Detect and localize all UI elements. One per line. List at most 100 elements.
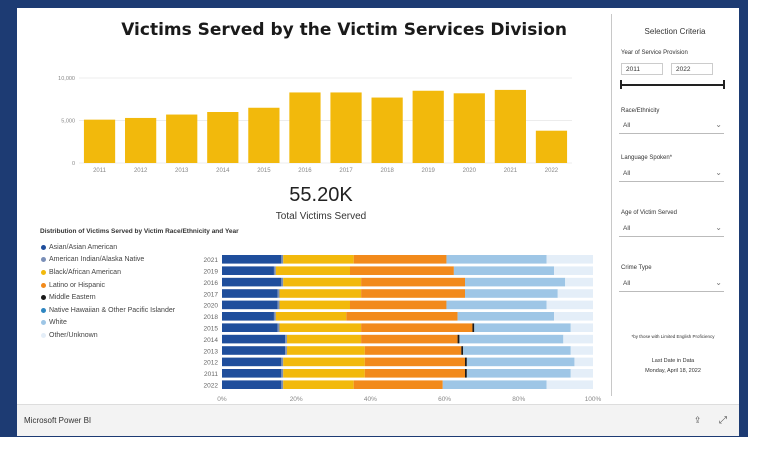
segment-2020 [546,300,593,310]
segment-2011 [281,369,284,378]
bar-2021 [494,89,526,163]
age-dropdown[interactable]: All ⌄ [619,222,724,237]
segment-2019 [273,266,276,275]
legend-item[interactable]: Native Hawaiian & Other Pacific Islander [41,304,175,317]
segment-2014 [286,334,362,344]
year-start-input[interactable]: 2011 [621,63,663,75]
segment-2022 [283,380,354,389]
legend-item[interactable]: Middle Eastern [41,291,175,304]
selection-criteria-title: Selection Criteria [644,27,706,36]
segment-2011 [465,369,467,378]
segment-2021 [222,255,282,264]
legend-item[interactable]: White [41,317,175,330]
legend-dot-icon [41,295,46,301]
x-tick-label: 2021 [504,168,518,174]
bar-2020 [453,93,485,163]
y-tick-label: 0 [72,161,75,167]
segment-2014 [361,334,458,344]
bar-2018 [371,97,403,163]
segment-2019 [222,266,274,275]
x-tick-label: 80% [512,396,525,403]
y-tick-label: 5,000 [61,119,75,125]
year-slider-track[interactable] [621,84,724,86]
last-date-label: Last Date in Data [651,358,695,364]
segment-2014 [459,334,564,344]
y-tick-label: 2021 [204,257,219,264]
segment-2021 [446,255,547,264]
segment-2016 [361,277,466,287]
legend-item[interactable]: Other/Unknown [41,329,175,342]
segment-2020 [222,300,278,310]
powerbi-brand-link[interactable]: Microsoft Power BI [24,416,92,425]
y-tick-label: 2020 [204,303,219,310]
bar-2022 [535,130,568,163]
segment-2016 [465,277,566,287]
age-filter-label: Age of Victim Served [621,210,677,216]
segment-2021 [546,255,593,264]
segment-2018 [275,312,347,321]
language-dropdown-value: All [623,170,631,177]
x-tick-label: 2013 [175,168,189,174]
legend-item[interactable]: Latino or Hispanic [41,279,175,292]
bar-2019 [412,90,444,163]
segment-2012 [465,357,467,367]
segment-2017 [557,289,593,298]
legend-label: Black/African American [49,268,121,276]
segment-2012 [364,357,466,367]
segment-2019 [349,266,454,275]
race-dropdown[interactable]: All ⌄ [619,119,724,134]
segment-2014 [563,334,593,344]
expand-icon[interactable]: ⤢ [719,415,727,426]
x-tick-label: 2017 [339,168,353,174]
y-tick-label: 2014 [204,337,219,344]
segment-2018 [273,312,276,321]
race-dropdown-value: All [623,122,631,129]
bar-2017 [330,92,362,163]
segment-2015 [222,323,278,332]
segment-2015 [474,323,571,332]
legend-label: Middle Eastern [49,294,96,302]
segment-2016 [222,277,282,287]
language-dropdown[interactable]: All ⌄ [619,167,724,182]
legend-dot-icon [41,269,46,275]
x-tick-label: 60% [438,396,451,403]
chevron-down-icon: ⌄ [715,223,722,232]
legend-item[interactable]: American Indian/Alaska Native [41,254,175,267]
year-slider-start-handle[interactable] [620,80,622,89]
x-tick-label: 2012 [134,168,148,174]
segment-2016 [281,277,284,287]
kpi-total-label: Total Victims Served [275,211,367,222]
segment-2012 [574,357,593,367]
segment-2020 [446,300,547,310]
segment-2013 [364,346,462,355]
report-canvas: Victims Served by the Victim Services Di… [17,8,739,404]
legend-item[interactable]: Asian/Asian American [41,241,175,254]
distribution-chart-title: Distribution of Victims Served by Victim… [40,228,239,235]
year-end-input[interactable]: 2022 [671,63,713,75]
segment-2022 [222,380,282,389]
legend-item[interactable]: Black/African American [41,266,175,279]
year-slider-end-handle[interactable] [723,80,725,89]
legend-label: Asian/Asian American [49,243,118,251]
x-tick-label: 2011 [93,168,107,174]
x-tick-label: 2019 [422,168,436,174]
share-icon[interactable]: ⇪ [694,415,702,425]
x-tick-label: 2018 [380,168,394,174]
y-tick-label: 2015 [204,326,219,333]
segment-2017 [222,289,278,298]
x-tick-label: 40% [364,396,377,403]
crime-dropdown[interactable]: All ⌄ [619,277,724,292]
legend-dot-icon [41,307,46,313]
language-filter-label: Language Spoken* [621,155,673,161]
legend-dot-icon [41,282,46,288]
x-tick-label: 2020 [463,168,477,174]
legend-label: Native Hawaiian & Other Pacific Islander [49,306,176,314]
segment-2012 [283,357,365,367]
y-tick-label: 2017 [204,291,219,298]
segment-2011 [364,369,466,378]
y-tick-label: 2011 [204,371,218,378]
footnote: *by those with Limited English Proficien… [631,334,715,339]
legend-label: American Indian/Alaska Native [49,256,145,264]
segment-2013 [463,346,571,355]
segment-2011 [570,369,593,378]
